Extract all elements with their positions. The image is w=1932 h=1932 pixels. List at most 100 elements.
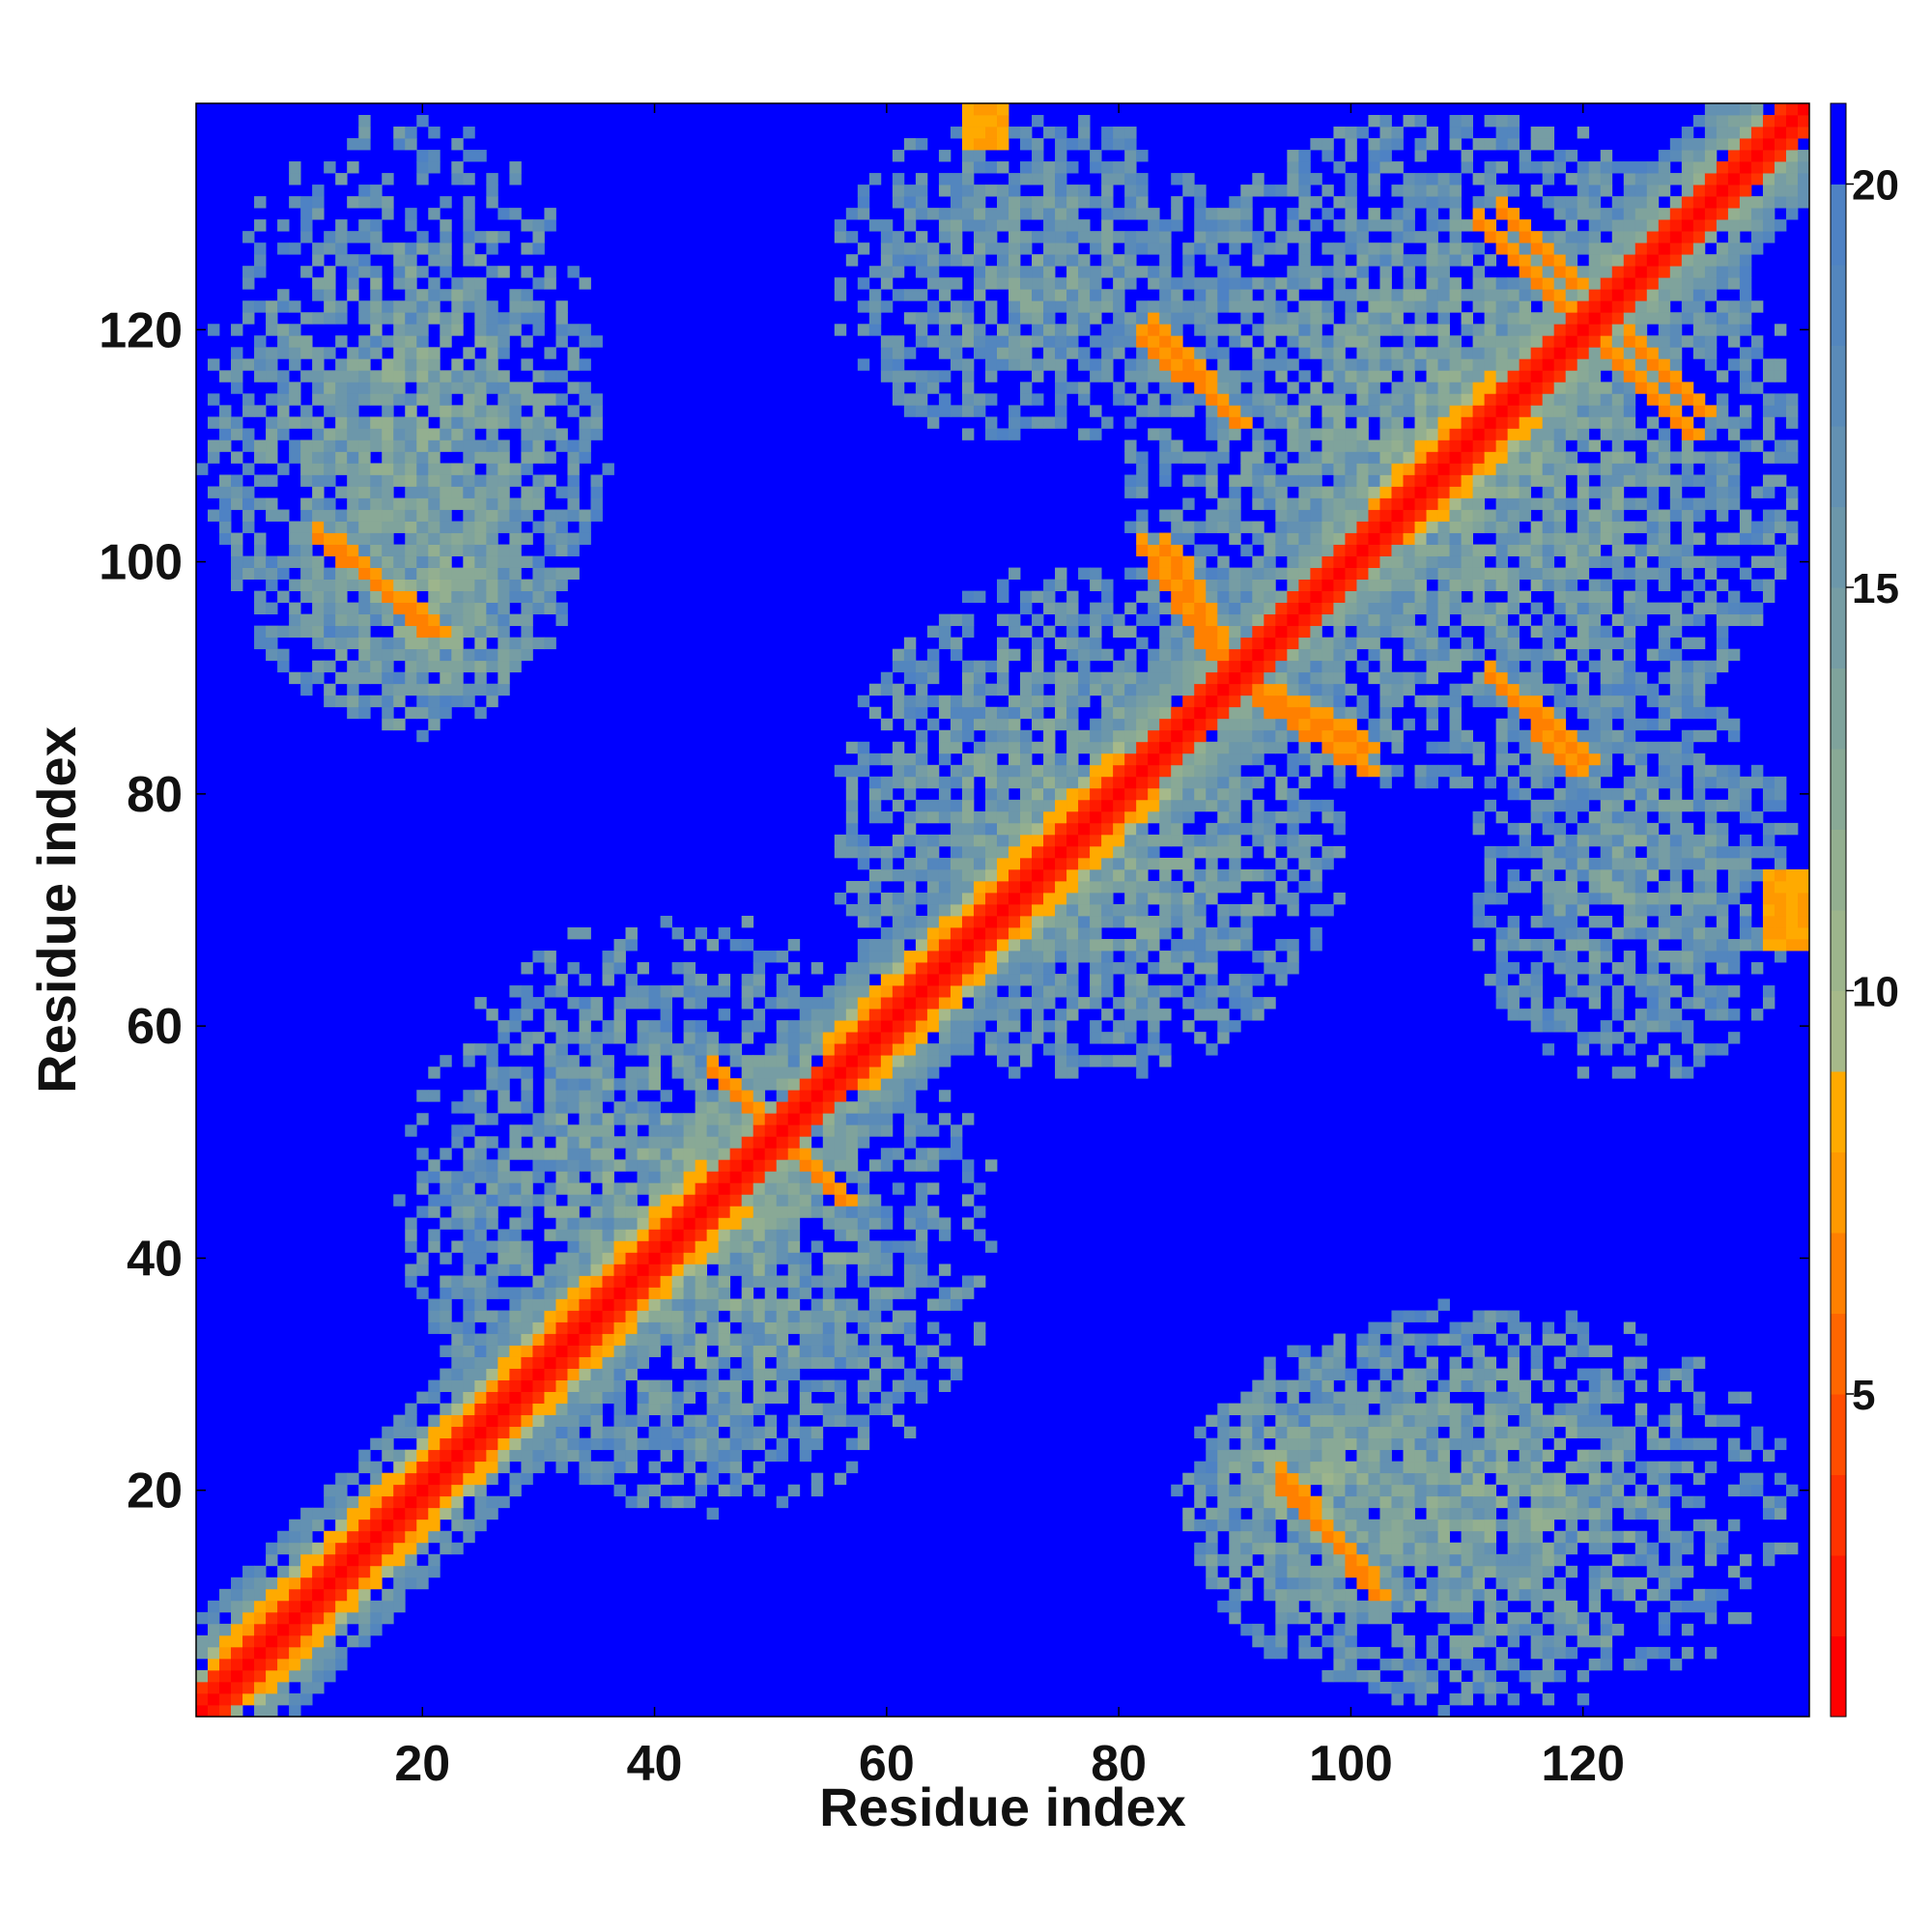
heatmap-cell: [509, 1391, 522, 1405]
heatmap-cell: [1264, 845, 1276, 859]
heatmap-cell: [544, 1414, 556, 1428]
heatmap-cell: [1206, 695, 1218, 708]
heatmap-cell: [950, 951, 963, 963]
heatmap-cell: [1206, 486, 1218, 498]
heatmap-cell: [671, 1194, 684, 1207]
heatmap-cell: [1298, 706, 1311, 720]
heatmap-cell: [266, 1669, 278, 1683]
heatmap-cell: [208, 1623, 220, 1636]
heatmap-cell: [671, 1472, 684, 1486]
heatmap-cell: [1032, 962, 1044, 975]
heatmap-cell: [358, 579, 371, 591]
heatmap-cell: [1124, 764, 1137, 778]
heatmap-cell: [1009, 985, 1021, 998]
heatmap-cell: [741, 1032, 754, 1044]
heatmap-cell: [474, 405, 487, 417]
heatmap-cell: [834, 1020, 847, 1033]
heatmap-cell: [544, 951, 556, 963]
heatmap-cell: [892, 916, 905, 928]
heatmap-cell: [1229, 985, 1241, 998]
heatmap-cell: [312, 382, 325, 394]
heatmap-cell: [1240, 196, 1253, 209]
heatmap-cell: [1252, 358, 1264, 371]
heatmap-cell: [1310, 1495, 1322, 1509]
heatmap-cell: [1310, 718, 1322, 731]
heatmap-cell: [532, 300, 545, 313]
heatmap-cell: [1124, 974, 1137, 986]
heatmap-cell: [1148, 787, 1160, 801]
heatmap-cell: [1217, 602, 1230, 615]
heatmap-cell: [358, 474, 371, 487]
heatmap-cell: [961, 625, 975, 639]
heatmap-cell: [1136, 637, 1149, 650]
heatmap-cell: [892, 997, 905, 1009]
heatmap-cell: [776, 1333, 789, 1346]
heatmap-cell: [1275, 683, 1288, 696]
heatmap-cell: [486, 1345, 498, 1357]
heatmap-cell: [903, 1426, 917, 1439]
heatmap-cell: [903, 1136, 917, 1149]
heatmap-cell: [950, 997, 963, 1009]
heatmap-cell: [961, 1217, 975, 1230]
heatmap-cell: [382, 648, 394, 662]
heatmap-cell: [1101, 683, 1114, 696]
heatmap-cell: [753, 1078, 766, 1091]
heatmap-cell: [926, 1206, 940, 1218]
heatmap-cell: [868, 845, 882, 859]
heatmap-cell: [799, 1032, 812, 1044]
heatmap-cell: [625, 1321, 638, 1334]
heatmap-cell: [405, 393, 417, 406]
heatmap-cell: [961, 683, 975, 696]
heatmap-cell: [463, 1229, 475, 1241]
heatmap-cell: [579, 1321, 591, 1334]
heatmap-cell: [648, 1426, 661, 1439]
heatmap-cell: [1136, 185, 1149, 197]
heatmap-cell: [1217, 1426, 1230, 1439]
heatmap-cell: [451, 613, 464, 627]
heatmap-cell: [474, 312, 487, 325]
heatmap-cell: [984, 103, 998, 116]
heatmap-cell: [822, 1287, 836, 1299]
heatmap-cell: [1066, 648, 1079, 662]
heatmap-cell: [868, 1194, 882, 1207]
heatmap-cell: [382, 440, 394, 452]
heatmap-cell: [428, 1472, 440, 1486]
heatmap-cell: [509, 1229, 522, 1241]
heatmap-cell: [312, 451, 325, 464]
heatmap-cell: [613, 951, 626, 963]
heatmap-cell: [440, 555, 452, 568]
heatmap-cell: [521, 440, 533, 452]
heatmap-cell: [915, 1124, 928, 1137]
heatmap-cell: [1264, 1542, 1276, 1555]
heatmap-cell: [753, 1333, 766, 1346]
heatmap-cell: [718, 1333, 731, 1346]
heatmap-cell: [695, 1449, 708, 1463]
heatmap-cell: [996, 185, 1009, 197]
heatmap-cell: [1229, 1519, 1241, 1532]
heatmap-cell: [1043, 579, 1056, 591]
heatmap-cell: [1182, 451, 1195, 464]
heatmap-cell: [834, 1252, 847, 1264]
heatmap-cell: [822, 1356, 836, 1369]
heatmap-cell: [324, 1611, 336, 1625]
heatmap-cell: [289, 602, 301, 615]
heatmap-cell: [903, 787, 917, 801]
heatmap-cell: [300, 370, 313, 383]
heatmap-cell: [324, 242, 336, 255]
heatmap-cell: [950, 810, 963, 824]
heatmap-cell: [231, 544, 243, 556]
heatmap-cell: [300, 1507, 313, 1520]
heatmap-cell: [1217, 810, 1230, 824]
heatmap-cell: [1055, 939, 1067, 952]
heatmap-cell: [1032, 138, 1044, 151]
heatmap-cell: [1275, 451, 1288, 464]
heatmap-cell: [474, 1171, 487, 1183]
heatmap-cell: [776, 1449, 789, 1463]
heatmap-cell: [984, 1009, 998, 1021]
heatmap-cell: [1310, 602, 1322, 615]
heatmap-cell: [1252, 497, 1264, 510]
heatmap-cell: [463, 1530, 475, 1544]
heatmap-cell: [1136, 951, 1149, 963]
heatmap-cell: [1078, 857, 1091, 870]
heatmap-cell: [671, 1356, 684, 1369]
